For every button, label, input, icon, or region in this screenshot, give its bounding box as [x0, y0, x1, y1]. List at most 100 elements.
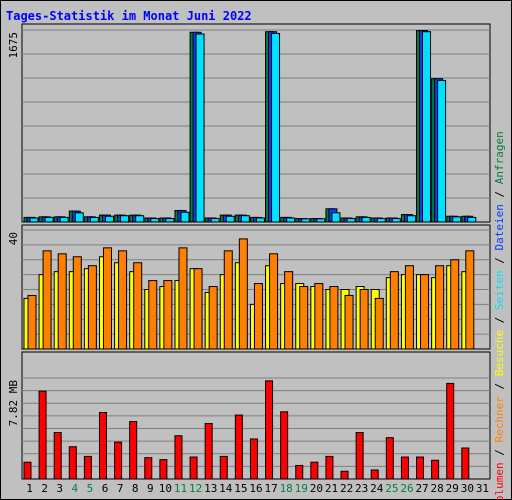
- bar-rechner-14: [223, 250, 233, 350]
- bar-rechner-27: [420, 274, 430, 350]
- bar-seiten-24: [376, 218, 386, 223]
- bar-rechner-6: [102, 247, 112, 350]
- bar-seiten-1: [29, 217, 39, 223]
- bar-seiten-21: [331, 212, 341, 223]
- bar-rechner-8: [133, 262, 143, 350]
- bar-seiten-19: [301, 218, 311, 223]
- bar-volumen-5: [83, 455, 92, 480]
- x-tick-label: 1: [26, 482, 33, 495]
- bar-seiten-15: [240, 215, 250, 223]
- bar-volumen-10: [159, 459, 168, 480]
- bar-volumen-2: [38, 390, 47, 480]
- legend-item-dateien: Dateien: [493, 204, 506, 250]
- bar-rechner-2: [42, 250, 52, 350]
- plot-area-hits: [21, 23, 491, 223]
- bar-seiten-12: [195, 33, 205, 223]
- bar-seiten-4: [74, 212, 84, 223]
- legend-item-besuche: Besuche: [493, 330, 506, 376]
- chart-title: Tages-Statistik im Monat Juni 2022: [6, 9, 252, 23]
- bar-rechner-10: [163, 280, 173, 350]
- bar-volumen-13: [204, 422, 213, 480]
- x-tick-label: 11: [174, 482, 187, 495]
- bar-rechner-29: [450, 259, 460, 350]
- bar-rechner-30: [465, 250, 475, 350]
- bar-rechner-26: [404, 265, 414, 350]
- x-tick-label: 12: [189, 482, 202, 495]
- x-tick-label: 10: [159, 482, 172, 495]
- legend-item-anfragen: Anfragen: [493, 131, 506, 184]
- bar-rechner-11: [178, 247, 188, 350]
- bar-volumen-20: [310, 461, 319, 480]
- bar-rechner-9: [148, 280, 158, 350]
- bar-volumen-6: [98, 411, 107, 480]
- bar-seiten-13: [210, 218, 220, 223]
- x-tick-label: 28: [431, 482, 444, 495]
- bar-seiten-6: [104, 215, 114, 223]
- bar-seiten-14: [225, 215, 235, 223]
- bar-volumen-15: [234, 414, 243, 480]
- bar-rechner-5: [87, 265, 97, 350]
- bar-seiten-30: [467, 216, 477, 223]
- bar-volumen-4: [68, 446, 77, 480]
- bar-volumen-7: [114, 441, 123, 480]
- legend-separator: /: [493, 310, 506, 330]
- bar-seiten-7: [120, 215, 130, 223]
- bar-volumen-29: [446, 382, 455, 480]
- x-tick-label: 20: [310, 482, 323, 495]
- bar-volumen-27: [416, 456, 425, 480]
- x-tick-label: 7: [117, 482, 124, 495]
- x-tick-label: 17: [264, 482, 277, 495]
- bar-seiten-23: [361, 216, 371, 223]
- bar-rechner-4: [72, 256, 82, 350]
- bar-seiten-28: [437, 79, 447, 223]
- x-tick-label: 5: [87, 482, 94, 495]
- legend-separator: /: [493, 443, 506, 463]
- bar-volumen-28: [431, 459, 440, 480]
- x-tick-label: 2: [41, 482, 48, 495]
- bar-seiten-16: [255, 217, 265, 223]
- bar-seiten-25: [391, 218, 401, 223]
- x-tick-label: 23: [355, 482, 368, 495]
- bar-seiten-20: [316, 218, 326, 223]
- bar-volumen-8: [129, 421, 138, 480]
- bar-rechner-17: [269, 253, 279, 350]
- bar-rechner-12: [193, 268, 203, 350]
- x-tick-label: 31: [476, 482, 489, 495]
- legend-item-rechner: Rechner: [493, 396, 506, 443]
- x-tick-label: 29: [446, 482, 459, 495]
- bar-volumen-21: [325, 455, 334, 480]
- bar-seiten-27: [422, 31, 432, 223]
- legend-item-volumen: Volumen: [493, 462, 506, 500]
- bar-volumen-19: [295, 464, 304, 480]
- bar-volumen-30: [461, 447, 470, 480]
- y-max-label: 1675: [7, 32, 20, 59]
- bar-volumen-24: [370, 469, 379, 480]
- bar-rechner-23: [359, 289, 369, 350]
- x-tick-label: 14: [219, 482, 233, 495]
- bar-rechner-3: [57, 253, 67, 350]
- bar-volumen-14: [219, 455, 228, 480]
- bar-rechner-16: [253, 283, 263, 350]
- bar-volumen-26: [400, 456, 409, 480]
- bar-volumen-11: [174, 435, 183, 480]
- x-tick-label: 18: [280, 482, 293, 495]
- bar-volumen-9: [144, 457, 153, 480]
- bar-seiten-9: [150, 218, 160, 223]
- bar-volumen-22: [340, 470, 349, 480]
- x-tick-label: 16: [249, 482, 262, 495]
- x-tick-label: 21: [325, 482, 338, 495]
- x-tick-label: 26: [400, 482, 413, 495]
- x-tick-label: 3: [56, 482, 63, 495]
- bar-rechner-28: [435, 265, 445, 350]
- bar-rechner-13: [208, 286, 218, 350]
- bar-seiten-26: [406, 215, 416, 223]
- bar-seiten-5: [89, 216, 99, 223]
- bar-rechner-18: [284, 271, 294, 350]
- bar-rechner-19: [299, 286, 309, 350]
- x-tick-label: 13: [204, 482, 217, 495]
- x-tick-label: 22: [340, 482, 353, 495]
- bar-seiten-22: [346, 218, 356, 223]
- legend-all: Volumen / Rechner / Besuche / Seiten / D…: [493, 131, 506, 500]
- bar-seiten-2: [44, 216, 54, 223]
